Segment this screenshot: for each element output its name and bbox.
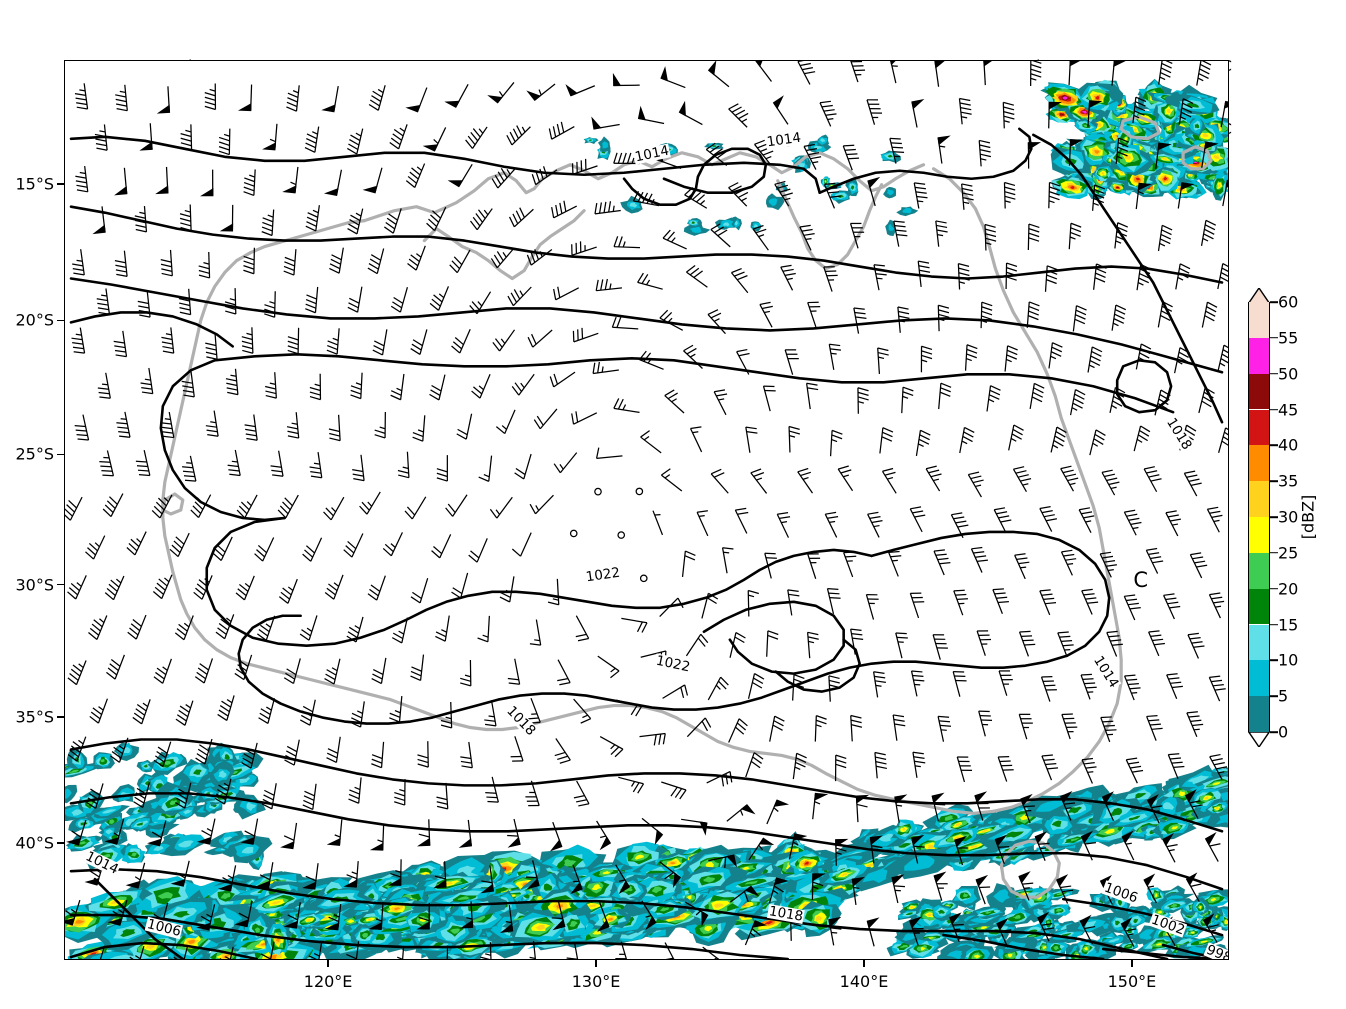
colorbar-tick-35	[1270, 480, 1278, 482]
colorbar-tick-label-55: 55	[1278, 328, 1299, 348]
colorbar-tick-10	[1270, 659, 1278, 662]
lon-tickmark	[327, 960, 329, 967]
colorbar-tick-50	[1270, 372, 1278, 375]
lat-tickmark	[57, 319, 64, 322]
lon-tick-150°E: 150°E	[1107, 972, 1157, 991]
colorbar-band-25-30	[1249, 517, 1269, 553]
map-canvas: 1014 1014 1022 1022 1018 1018 1014 1014 1006 1018…	[65, 61, 1228, 959]
wind-barb-layer	[65, 61, 1228, 959]
colorbar-tick-label-30: 30	[1278, 507, 1299, 527]
pressure-contour-layer	[69, 127, 1224, 959]
lat-tickmark	[57, 716, 64, 718]
colorbar-tick-label-45: 45	[1278, 400, 1299, 419]
colorbar-tick-label-40: 40	[1278, 435, 1299, 455]
colorbar-tick-label-5: 5	[1278, 686, 1289, 706]
colorbar-tick-label-60: 60	[1278, 292, 1299, 312]
colorbar-band-5-10	[1249, 660, 1269, 697]
colorbar-tick-0	[1270, 731, 1278, 733]
colorbar-band-15-20	[1249, 588, 1269, 625]
colorbar-band-30-35	[1249, 481, 1269, 517]
colorbar-tick-30	[1270, 516, 1278, 518]
colorbar-band-10-15	[1249, 624, 1269, 661]
lat-tick-15°S: 15°S	[15, 174, 54, 194]
lat-tick-25°S: 25°S	[15, 444, 54, 464]
colorbar-tick-40	[1270, 444, 1278, 447]
lon-tick-120°E: 120°E	[303, 972, 353, 991]
colorbar-tick-label-0: 0	[1278, 722, 1289, 742]
colorbar-tick-label-10: 10	[1278, 650, 1299, 670]
colorbar-tick-5	[1270, 695, 1278, 697]
colorbar-tick-20	[1270, 587, 1278, 590]
colorbar-tick-60	[1270, 301, 1278, 303]
lat-tick-30°S: 30°S	[15, 575, 54, 595]
colorbar-over-arrow	[1247, 286, 1271, 304]
lat-tickmark	[57, 842, 64, 844]
colorbar-tick-label-25: 25	[1278, 543, 1299, 563]
lat-tickmark	[57, 583, 64, 586]
pressure-center-marker: C	[1133, 568, 1149, 593]
colorbar-tick-55	[1270, 337, 1278, 339]
colorbar-under-arrow	[1247, 731, 1271, 749]
lon-tick-130°E: 130°E	[571, 972, 621, 991]
lon-tickmark	[863, 960, 865, 967]
colorbar-tick-label-15: 15	[1278, 615, 1299, 634]
colorbar-band-40-45	[1249, 409, 1269, 446]
colorbar-band-20-25	[1249, 552, 1269, 589]
colorbar[interactable]: 0 5 10 15 20 25 30 35 40 45 50 55 60	[1247, 286, 1298, 749]
lon-tickmark	[595, 960, 597, 967]
colorbar-tick-label-20: 20	[1278, 579, 1299, 599]
colorbar-tick-25	[1270, 552, 1278, 554]
lat-tick-35°S: 35°S	[15, 707, 54, 727]
map-plot-area[interactable]: 1014 1014 1022 1022 1018 1018 1014 1014 1006 1018…	[64, 60, 1229, 960]
colorbar-tick-label-35: 35	[1278, 471, 1299, 491]
colorbar-tick-15	[1270, 623, 1278, 626]
lon-tick-140°E: 140°E	[839, 972, 889, 991]
colorbar-band-35-40	[1249, 445, 1269, 482]
lat-tick-40°S: 40°S	[15, 833, 54, 853]
colorbar-bands	[1248, 302, 1270, 732]
lon-tickmark	[1131, 960, 1133, 967]
coastline-layer	[161, 115, 1213, 899]
colorbar-band-0-5	[1249, 696, 1269, 732]
colorbar-tick-label-50: 50	[1278, 364, 1299, 384]
lat-tickmark	[57, 183, 64, 185]
colorbar-tick-45	[1270, 408, 1278, 411]
colorbar-band-45-50	[1249, 373, 1269, 410]
map-graphics	[65, 61, 1228, 959]
colorbar-band-55-60	[1249, 302, 1269, 338]
lat-tick-20°S: 20°S	[15, 310, 54, 330]
colorbar-band-50-55	[1249, 337, 1269, 374]
lat-tickmark	[57, 453, 64, 456]
colorbar-unit-label: [dBZ]	[1298, 494, 1318, 540]
